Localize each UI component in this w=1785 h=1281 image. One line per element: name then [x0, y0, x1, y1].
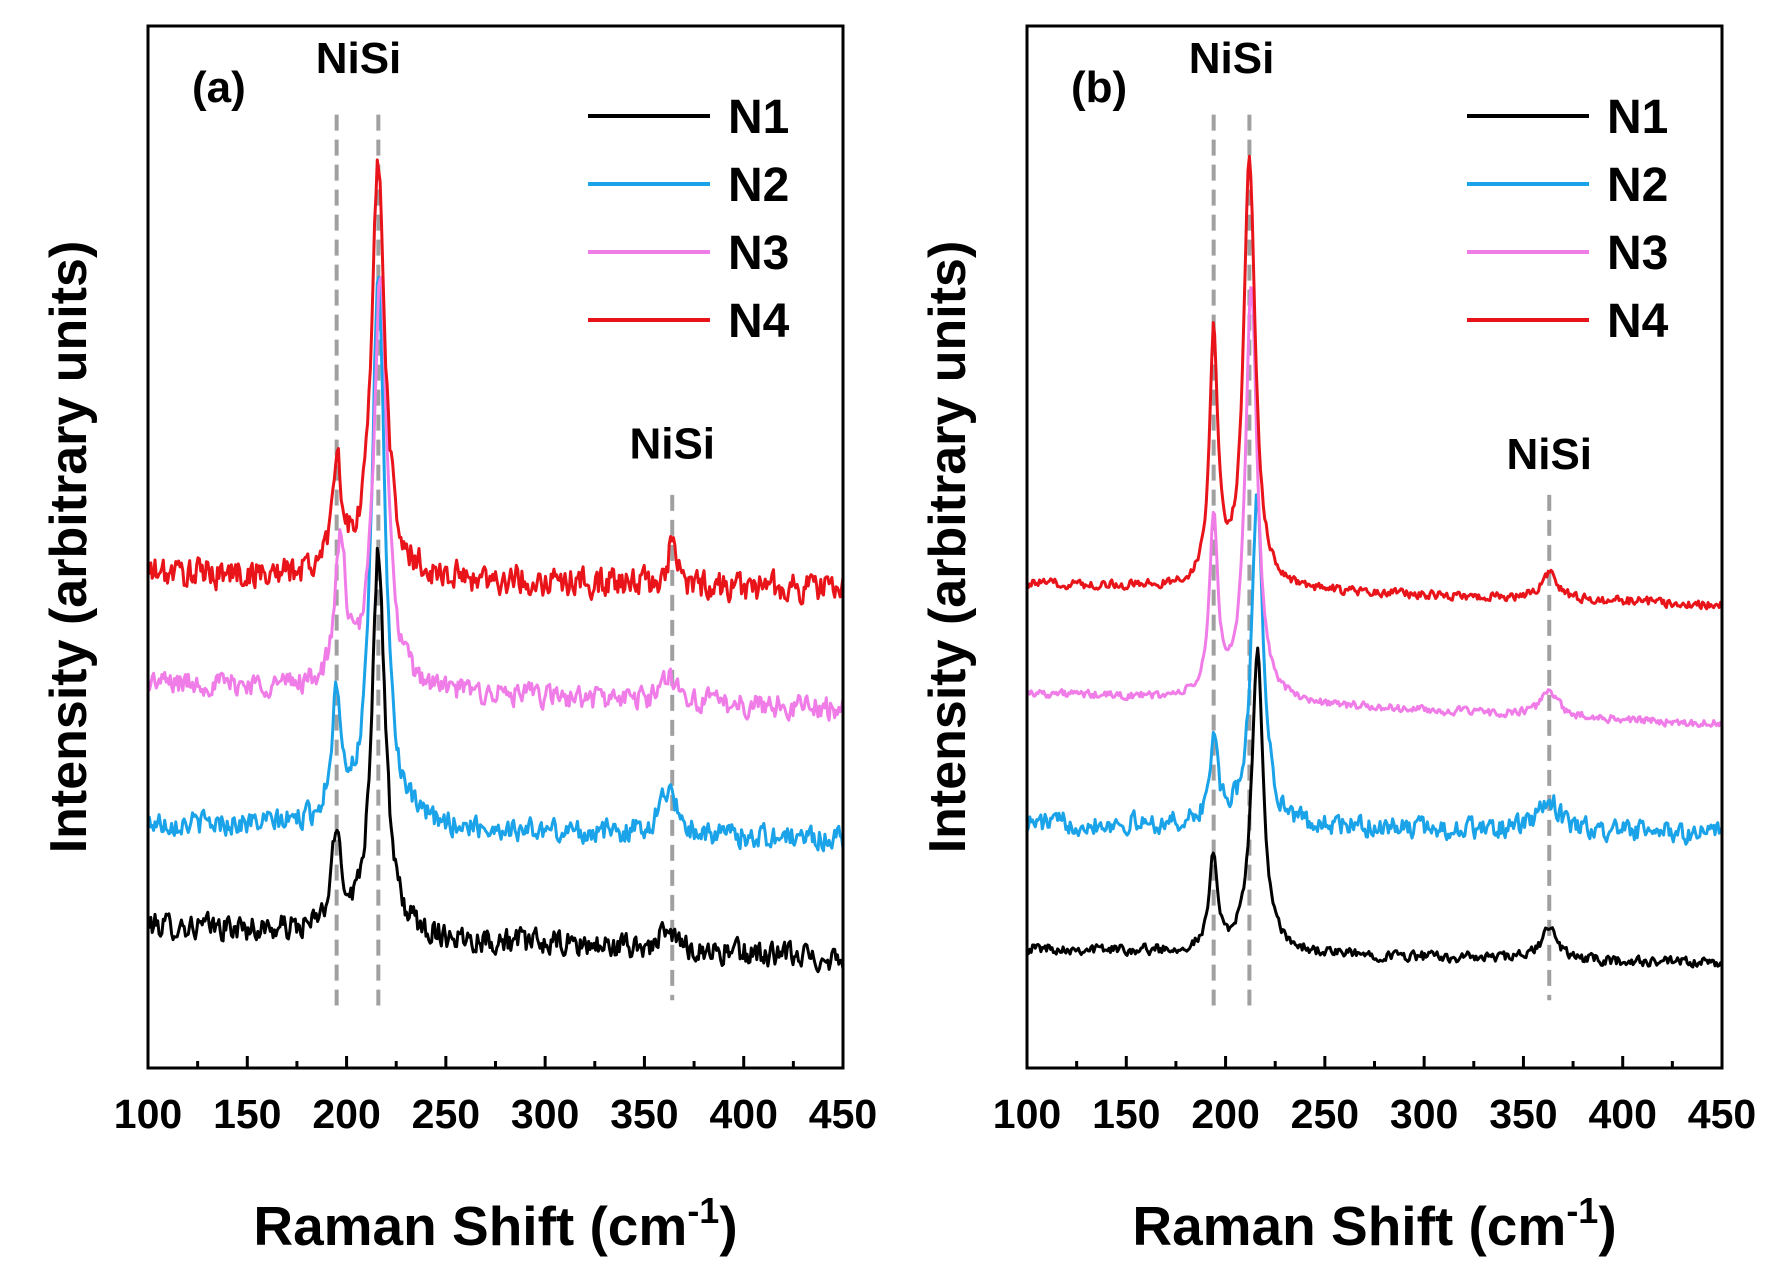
x-tick-label: 100 — [114, 1091, 182, 1137]
y-axis-label: Intensity (arbitrary units) — [40, 241, 98, 854]
nisi-annotation: NiSi — [1506, 430, 1592, 479]
legend-label-n1: N1 — [1607, 91, 1668, 144]
x-tick-label: 300 — [1390, 1091, 1458, 1137]
x-tick-label: 150 — [213, 1091, 281, 1137]
panel-label: (b) — [1071, 63, 1127, 112]
x-tick-label: 200 — [1191, 1091, 1259, 1137]
series-line-n2 — [1025, 493, 1724, 846]
series-line-n1 — [146, 546, 845, 974]
x-tick-label: 200 — [312, 1091, 380, 1137]
x-tick-label: 350 — [610, 1091, 678, 1137]
x-axis-label: Raman Shift (cm-1) — [1132, 1190, 1616, 1257]
x-tick-label: 400 — [710, 1091, 778, 1137]
legend-label-n3: N3 — [728, 227, 789, 280]
series-line-n4 — [146, 158, 845, 606]
y-axis-label: Intensity (arbitrary units) — [919, 241, 977, 854]
nisi-annotation: NiSi — [629, 419, 715, 468]
legend-label-n1: N1 — [728, 91, 789, 144]
chart-panel-a: 100 150 200 250 300 350 400 450 Raman Shift (cm-… — [40, 24, 877, 1257]
legend: N1 N2 N3 N4 — [588, 91, 790, 348]
series-line-n2 — [146, 276, 845, 853]
nisi-annotation: NiSi — [316, 34, 402, 83]
x-tick-label: 350 — [1489, 1091, 1557, 1137]
legend-label-n2: N2 — [728, 159, 789, 212]
legend-label-n4: N4 — [1607, 295, 1669, 348]
x-tick-label: 300 — [511, 1091, 579, 1137]
x-tick-label: 100 — [993, 1091, 1061, 1137]
x-axis-label: Raman Shift (cm-1) — [253, 1190, 737, 1257]
series-line-n3 — [1025, 286, 1724, 728]
legend-label-n2: N2 — [1607, 159, 1668, 212]
x-tick-label: 250 — [1291, 1091, 1359, 1137]
series-line-n1 — [1025, 646, 1723, 969]
x-tick-label: 250 — [412, 1091, 480, 1137]
legend-label-n4: N4 — [728, 295, 790, 348]
series-line-n3 — [146, 276, 845, 722]
x-tick-label: 450 — [809, 1091, 877, 1137]
legend-label-n3: N3 — [1607, 227, 1668, 280]
x-tick-label: 150 — [1092, 1091, 1160, 1137]
series-line-n4 — [1026, 154, 1724, 611]
chart-panel-b: 100 150 200 250 300 350 400 450 Raman Shift (cm-… — [919, 24, 1756, 1257]
x-tick-label: 450 — [1688, 1091, 1756, 1137]
legend: N1 N2 N3 N4 — [1467, 91, 1669, 348]
nisi-annotation: NiSi — [1189, 34, 1275, 83]
panel-label: (a) — [192, 63, 246, 112]
x-tick-label: 400 — [1589, 1091, 1657, 1137]
